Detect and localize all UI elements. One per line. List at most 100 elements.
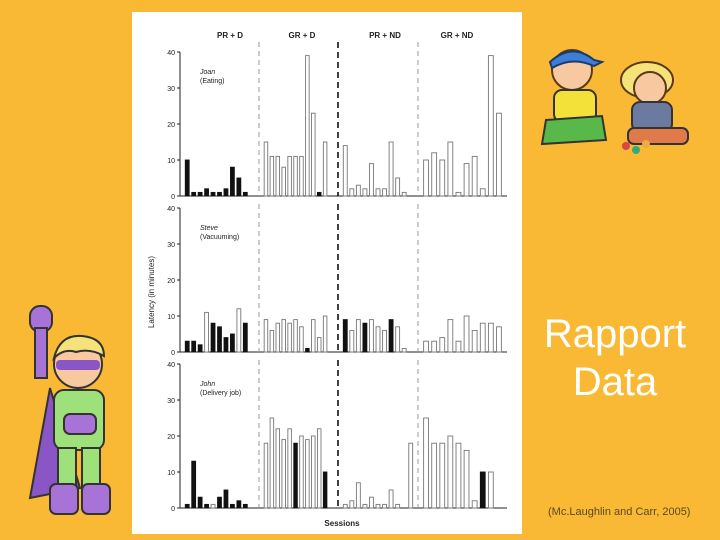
bar [322, 471, 328, 509]
participant-task: (Eating) [200, 78, 225, 85]
phase-label: GR + D [289, 31, 316, 40]
bar [230, 166, 235, 197]
bar [197, 191, 203, 197]
bar [369, 163, 374, 197]
bar [299, 155, 304, 197]
bar [305, 347, 310, 353]
bar [204, 188, 209, 197]
y-tick-label: 30 [167, 86, 175, 93]
y-tick-label: 30 [167, 242, 175, 249]
bar [395, 326, 401, 353]
bar [293, 442, 298, 509]
bar [191, 460, 197, 509]
bar [204, 311, 209, 353]
bar [447, 141, 454, 197]
x-axis-label: Sessions [324, 519, 360, 528]
bar [362, 322, 368, 353]
bar [184, 503, 190, 509]
bar [362, 503, 368, 509]
bar [342, 319, 348, 353]
bar [439, 337, 446, 353]
y-tick-label: 20 [167, 278, 175, 285]
bar [439, 442, 446, 509]
bar [355, 184, 361, 197]
bar [322, 315, 328, 353]
bar [471, 155, 478, 197]
bar [223, 337, 229, 353]
bar [487, 471, 494, 509]
bar [375, 326, 381, 353]
superhero-kid-icon [28, 305, 111, 515]
bar [275, 155, 281, 197]
y-tick-label: 0 [171, 194, 175, 201]
bar [269, 329, 275, 353]
bar [496, 112, 502, 197]
y-tick-label: 40 [167, 206, 175, 213]
bar [263, 442, 269, 509]
participant-name: Steve [200, 225, 218, 232]
bar [382, 503, 387, 509]
y-tick-label: 0 [171, 350, 175, 357]
bar [305, 439, 310, 509]
bar [369, 496, 374, 509]
bar [230, 503, 235, 509]
bar [401, 191, 407, 197]
bar [349, 188, 355, 197]
y-tick-label: 20 [167, 434, 175, 441]
bar [455, 442, 462, 509]
bar [287, 322, 292, 353]
children-playing-marbles-icon [540, 49, 689, 154]
bar [236, 500, 242, 509]
multiple-baseline-chart: PR + D GR + D PR + ND GR + ND Latency (in mi… [147, 31, 507, 528]
bar [471, 329, 478, 353]
bar [382, 329, 387, 353]
bar [316, 428, 322, 509]
bar [342, 145, 348, 197]
bar [388, 489, 394, 509]
bar [316, 337, 322, 353]
bar [342, 503, 348, 509]
bar [395, 503, 401, 509]
bar [263, 141, 269, 197]
bar [293, 155, 298, 197]
bar [455, 191, 462, 197]
bar [423, 340, 429, 353]
bar [275, 322, 281, 353]
bar [210, 503, 216, 509]
bar [395, 177, 401, 197]
phase-label: PR + ND [369, 31, 401, 40]
bar [311, 112, 316, 197]
bar [322, 141, 328, 197]
y-tick-label: 40 [167, 50, 175, 57]
bar [299, 435, 304, 509]
citation: (Mc.Laughlin and Carr, 2005) [548, 506, 691, 518]
bar [369, 319, 374, 353]
bar [408, 442, 414, 509]
bar [311, 435, 316, 509]
bar [305, 55, 310, 197]
bar [217, 326, 222, 353]
y-axis-label: Latency (in minutes) [147, 256, 156, 328]
slide-title: Rapport Data [530, 310, 700, 406]
bar [223, 489, 229, 509]
bar [236, 308, 242, 353]
y-tick-label: 10 [167, 314, 175, 321]
bar [316, 191, 322, 197]
participant-task: (Vacuuming) [200, 234, 239, 241]
y-tick-label: 30 [167, 398, 175, 405]
graph-panel: PR + D GR + D PR + ND GR + ND Latency (in mi… [132, 12, 522, 534]
bar [423, 417, 429, 509]
bar [236, 177, 242, 197]
bar [210, 191, 216, 197]
bar [431, 442, 438, 509]
bar [447, 435, 454, 509]
y-tick-label: 0 [171, 506, 175, 513]
bar [204, 503, 209, 509]
phase-label: PR + D [217, 31, 243, 40]
bar [287, 428, 292, 509]
bar [355, 319, 361, 353]
title-line-1: Rapport [543, 312, 687, 356]
bar [431, 340, 438, 353]
participant-name: John [199, 381, 215, 388]
bar [487, 322, 494, 353]
